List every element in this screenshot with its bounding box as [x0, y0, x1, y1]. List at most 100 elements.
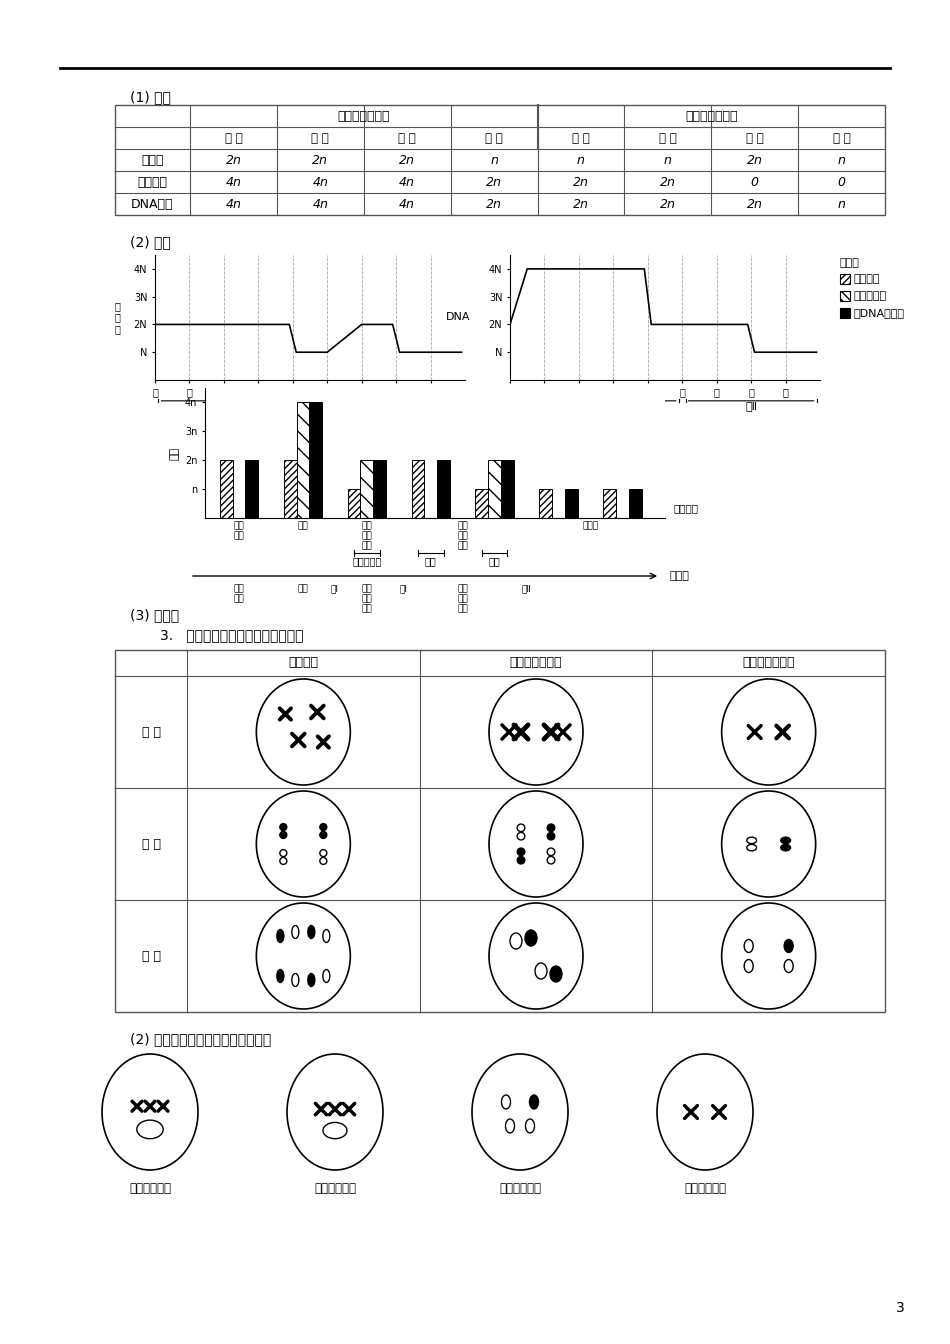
Text: 初级
精母
细胞: 初级 精母 细胞	[362, 521, 372, 551]
Ellipse shape	[292, 926, 299, 938]
Ellipse shape	[323, 930, 330, 942]
Text: 染色体数: 染色体数	[853, 274, 880, 284]
Ellipse shape	[547, 832, 555, 840]
Text: 末期: 末期	[488, 556, 501, 566]
Text: 图例：: 图例：	[840, 258, 860, 267]
Text: 减数第一次分裂: 减数第一次分裂	[510, 656, 562, 669]
Ellipse shape	[722, 903, 816, 1009]
Ellipse shape	[280, 832, 287, 839]
Text: 减Ⅱ: 减Ⅱ	[390, 401, 402, 411]
Bar	[840, 274, 850, 284]
Ellipse shape	[256, 903, 351, 1009]
Ellipse shape	[747, 844, 756, 851]
Text: 减数第二次分裂: 减数第二次分裂	[685, 109, 737, 122]
Text: 2n: 2n	[225, 153, 241, 167]
Text: 2n: 2n	[747, 198, 763, 211]
Ellipse shape	[547, 824, 555, 832]
Ellipse shape	[276, 930, 284, 942]
Ellipse shape	[320, 849, 327, 856]
Text: 减Ⅱ: 减Ⅱ	[522, 585, 531, 593]
Ellipse shape	[510, 933, 522, 949]
Text: 3.   有丝分裂与减数分裂的识图比较: 3. 有丝分裂与减数分裂的识图比较	[160, 628, 303, 642]
Text: 4n: 4n	[313, 176, 329, 188]
Bar	[840, 292, 850, 301]
Text: (2) 正确命名与性别有关的细胞名称: (2) 正确命名与性别有关的细胞名称	[130, 1032, 272, 1046]
Text: n: n	[490, 153, 498, 167]
Text: (1) 表格: (1) 表格	[130, 90, 171, 103]
Bar	[603, 489, 616, 517]
Text: 4n: 4n	[399, 176, 415, 188]
Bar	[501, 460, 514, 517]
Ellipse shape	[505, 1120, 515, 1133]
Text: 减Ⅰ: 减Ⅰ	[591, 401, 601, 411]
Text: 精原
细胞: 精原 细胞	[234, 521, 244, 540]
Ellipse shape	[722, 792, 816, 896]
Text: 2n: 2n	[573, 198, 589, 211]
Text: 次级
精母
细胞: 次级 精母 细胞	[457, 521, 468, 551]
Text: 后 期: 后 期	[142, 949, 161, 962]
Bar	[475, 489, 488, 517]
Text: n: n	[838, 198, 846, 211]
Ellipse shape	[308, 973, 314, 986]
Text: 4n: 4n	[313, 198, 329, 211]
Bar	[411, 460, 425, 517]
Ellipse shape	[744, 960, 753, 973]
Ellipse shape	[744, 939, 753, 953]
Text: 2n: 2n	[486, 176, 502, 188]
Text: 精原
细胞: 精原 细胞	[234, 585, 244, 603]
Bar	[219, 460, 233, 517]
Ellipse shape	[320, 832, 327, 839]
Text: 后 期: 后 期	[398, 132, 416, 145]
Ellipse shape	[747, 837, 756, 844]
Ellipse shape	[525, 1120, 535, 1133]
Ellipse shape	[320, 824, 327, 831]
Ellipse shape	[256, 679, 351, 785]
Bar	[540, 489, 552, 517]
Text: 前 期: 前 期	[224, 132, 242, 145]
Text: 0: 0	[838, 176, 846, 188]
Ellipse shape	[276, 969, 284, 982]
Text: 复制: 复制	[297, 521, 309, 530]
Text: 2n: 2n	[486, 198, 502, 211]
Bar	[488, 460, 501, 517]
Ellipse shape	[517, 824, 524, 832]
Ellipse shape	[472, 1054, 568, 1171]
Bar	[629, 489, 641, 517]
Bar	[115, 105, 885, 215]
Ellipse shape	[323, 1122, 347, 1138]
Text: 减Ⅰ: 减Ⅰ	[331, 585, 339, 593]
Text: 次级卵母细胞: 次级卵母细胞	[499, 1181, 541, 1195]
Ellipse shape	[102, 1054, 198, 1171]
Text: 染色单体: 染色单体	[138, 176, 167, 188]
Text: n: n	[577, 153, 585, 167]
Text: DNA数目: DNA数目	[131, 198, 174, 211]
Text: 减Ⅰ: 减Ⅰ	[400, 585, 408, 593]
Text: n: n	[664, 153, 672, 167]
Text: 中 期: 中 期	[312, 132, 330, 145]
Ellipse shape	[280, 857, 287, 864]
Y-axis label: 数量: 数量	[169, 446, 180, 460]
Text: 减Ⅰ: 减Ⅰ	[237, 401, 246, 411]
Y-axis label: DNA: DNA	[446, 313, 470, 323]
Text: 精细胞: 精细胞	[670, 571, 690, 581]
Text: 2n: 2n	[313, 153, 329, 167]
Ellipse shape	[517, 832, 524, 840]
Text: 初级
精母
细胞: 初级 精母 细胞	[362, 585, 372, 614]
Text: 2n: 2n	[660, 198, 675, 211]
Text: 2n: 2n	[747, 153, 763, 167]
Text: 前期、中期: 前期、中期	[352, 556, 382, 566]
Ellipse shape	[489, 792, 583, 896]
Text: 染色单体数: 染色单体数	[853, 292, 886, 301]
Bar	[284, 460, 296, 517]
Text: 末 期: 末 期	[833, 132, 850, 145]
Text: 后 期: 后 期	[746, 132, 764, 145]
Text: 末 期: 末 期	[485, 132, 503, 145]
Ellipse shape	[784, 939, 793, 953]
Ellipse shape	[547, 848, 555, 856]
Bar	[115, 650, 885, 1012]
Bar	[565, 489, 578, 517]
Text: 有丝分裂: 有丝分裂	[289, 656, 318, 669]
Ellipse shape	[517, 848, 524, 856]
Text: 复制: 复制	[297, 585, 309, 593]
Text: 前 期: 前 期	[572, 132, 590, 145]
